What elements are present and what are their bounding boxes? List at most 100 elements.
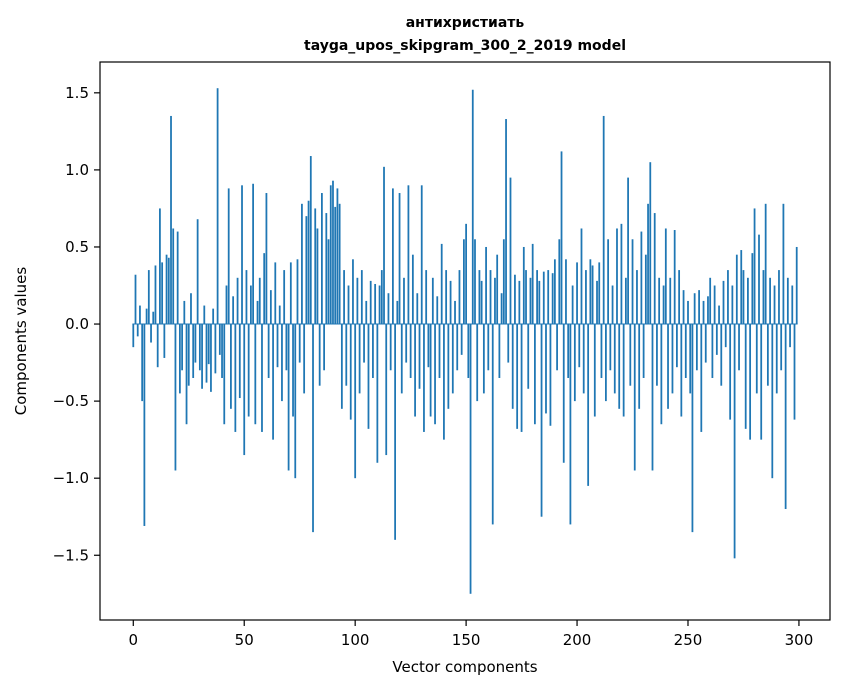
bar — [527, 324, 530, 389]
bar — [738, 324, 740, 371]
bar — [174, 324, 177, 471]
bar — [558, 239, 561, 325]
bar — [292, 324, 294, 417]
bar — [480, 280, 483, 325]
bar — [312, 324, 314, 533]
bar — [649, 162, 652, 325]
bar — [715, 324, 718, 355]
bar — [192, 324, 195, 378]
bar — [409, 324, 412, 378]
bar — [516, 324, 519, 429]
bar — [740, 250, 743, 325]
bar — [156, 324, 159, 368]
bar — [485, 246, 487, 325]
bar — [281, 324, 283, 402]
bar — [396, 300, 399, 325]
bar — [514, 274, 516, 325]
bar — [600, 324, 603, 378]
bar — [203, 305, 206, 325]
bar — [786, 277, 789, 325]
bar — [766, 324, 769, 386]
bar — [254, 324, 257, 425]
bar — [704, 324, 707, 363]
bar — [349, 324, 352, 420]
y-tick-label: 1.5 — [65, 84, 89, 102]
y-tick-label: −1.5 — [53, 546, 89, 564]
bar — [753, 208, 756, 325]
bar — [571, 285, 574, 325]
bar — [693, 293, 696, 325]
bar — [589, 259, 592, 325]
bar — [434, 324, 436, 425]
bar — [789, 324, 791, 348]
bar — [340, 324, 343, 409]
bar — [289, 262, 292, 325]
bar — [507, 324, 510, 363]
bar — [247, 324, 250, 417]
bar — [565, 259, 567, 325]
bar — [636, 270, 638, 325]
bar — [744, 324, 747, 429]
bar — [642, 324, 645, 378]
bar — [165, 254, 168, 325]
bar — [569, 324, 572, 525]
bar — [141, 324, 144, 402]
bar — [221, 324, 223, 378]
ticks-group: 1.5 1.0 0.5 0.0 −0.5 −1.0 −1.5 0 50 100 150 200 250 3… — [53, 84, 814, 649]
bar — [758, 234, 760, 325]
bar — [653, 213, 656, 325]
bar — [582, 324, 585, 394]
bar — [181, 324, 183, 371]
bar — [252, 183, 254, 325]
bar — [711, 324, 714, 378]
bar — [613, 324, 616, 394]
bar — [667, 324, 669, 409]
bar — [230, 324, 232, 409]
bar — [314, 208, 317, 325]
bar — [460, 324, 463, 355]
bar — [285, 324, 288, 371]
bar — [724, 324, 727, 348]
bar — [447, 324, 450, 409]
bar — [795, 246, 798, 325]
bar — [658, 277, 661, 325]
bar — [560, 151, 563, 325]
bar — [593, 324, 596, 417]
bar — [307, 200, 310, 325]
bar — [640, 231, 643, 325]
bar — [196, 219, 199, 325]
bar — [691, 324, 694, 533]
bar — [500, 293, 503, 325]
bar — [720, 324, 723, 386]
bar — [241, 185, 243, 325]
bar — [318, 324, 321, 386]
bar — [474, 239, 476, 325]
bar — [132, 324, 135, 348]
bar — [345, 324, 348, 386]
bar — [580, 228, 583, 325]
bar — [687, 300, 689, 325]
bar — [420, 185, 423, 325]
bar — [278, 305, 281, 325]
bar — [664, 228, 667, 325]
bar — [660, 324, 663, 425]
bar — [522, 246, 525, 325]
bar — [478, 270, 481, 325]
bar — [418, 324, 421, 389]
bar — [374, 283, 377, 325]
bar — [573, 324, 576, 402]
x-tick-label: 150 — [452, 631, 481, 649]
bar — [463, 239, 465, 325]
bar — [227, 188, 230, 325]
bar — [469, 324, 472, 594]
bar — [620, 223, 623, 325]
bar — [296, 259, 299, 325]
bar — [525, 270, 527, 325]
bar — [633, 324, 636, 471]
bar — [536, 270, 538, 325]
bar — [494, 277, 496, 325]
bar — [482, 324, 485, 394]
bar — [629, 324, 632, 386]
bar — [225, 285, 228, 325]
